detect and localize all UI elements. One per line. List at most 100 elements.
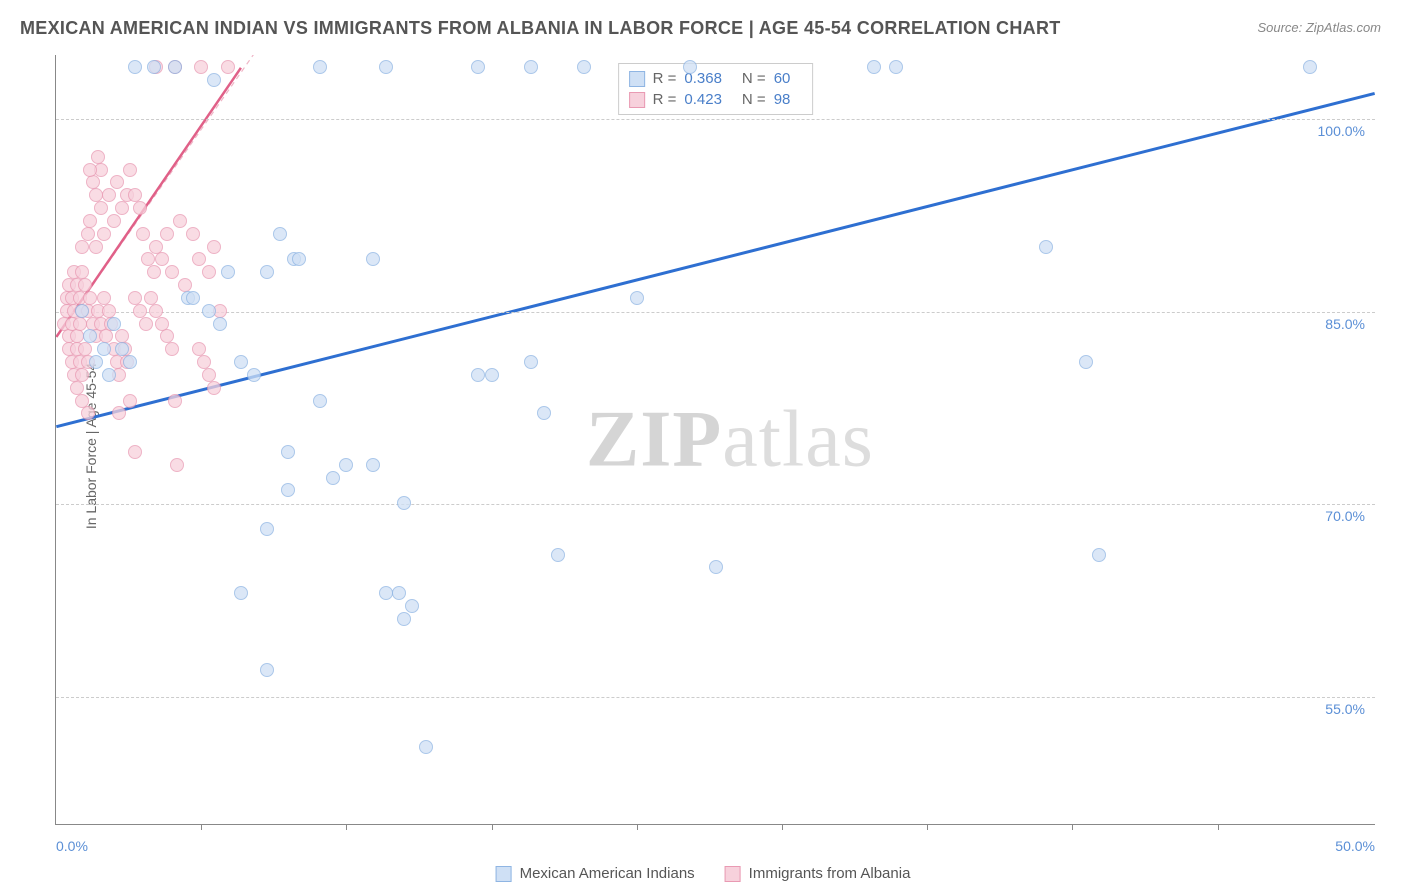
scatter-point [273, 227, 287, 241]
scatter-point [207, 73, 221, 87]
scatter-point [102, 368, 116, 382]
scatter-point [313, 60, 327, 74]
scatter-point [537, 406, 551, 420]
scatter-point [292, 252, 306, 266]
scatter-point [260, 522, 274, 536]
scatter-point [1079, 355, 1093, 369]
scatter-point [89, 355, 103, 369]
scatter-point [1092, 548, 1106, 562]
scatter-point [419, 740, 433, 754]
scatter-point [207, 381, 221, 395]
x-tick [1218, 824, 1219, 830]
scatter-point [102, 188, 116, 202]
scatter-point [75, 240, 89, 254]
scatter-point [221, 265, 235, 279]
scatter-point [97, 227, 111, 241]
x-tick [492, 824, 493, 830]
scatter-point [147, 60, 161, 74]
scatter-point [170, 458, 184, 472]
scatter-point [78, 342, 92, 356]
scatter-point [136, 227, 150, 241]
scatter-point [260, 265, 274, 279]
scatter-point [75, 265, 89, 279]
scatter-point [147, 265, 161, 279]
scatter-point [326, 471, 340, 485]
scatter-point [128, 60, 142, 74]
source-attribution: Source: ZipAtlas.com [1257, 20, 1381, 35]
scatter-point [123, 163, 137, 177]
scatter-point [281, 445, 295, 459]
scatter-point [123, 394, 137, 408]
watermark: ZIPatlas [586, 394, 874, 485]
scatter-point [1039, 240, 1053, 254]
scatter-point [168, 394, 182, 408]
scatter-point [186, 291, 200, 305]
scatter-point [123, 355, 137, 369]
scatter-point [112, 406, 126, 420]
gridline-h [56, 312, 1375, 313]
scatter-point [107, 214, 121, 228]
scatter-point [94, 201, 108, 215]
scatter-point [524, 355, 538, 369]
legend-row-series-1: R = 0.368 N = 60 [629, 68, 803, 89]
scatter-point [155, 252, 169, 266]
scatter-point [471, 368, 485, 382]
legend-r-label: R = [653, 91, 677, 108]
legend-item-1: Mexican American Indians [496, 865, 695, 882]
scatter-point [91, 150, 105, 164]
scatter-point [234, 355, 248, 369]
scatter-point [168, 60, 182, 74]
scatter-point [107, 317, 121, 331]
scatter-point [260, 663, 274, 677]
scatter-point [99, 329, 113, 343]
scatter-point [207, 240, 221, 254]
x-tick [201, 824, 202, 830]
x-tick-label: 50.0% [1335, 838, 1375, 854]
x-tick-label: 0.0% [56, 838, 88, 854]
scatter-point [110, 175, 124, 189]
scatter-point [213, 317, 227, 331]
scatter-point [115, 201, 129, 215]
scatter-plot-area: ZIPatlas R = 0.368 N = 60 R = 0.423 N = … [55, 55, 1375, 825]
scatter-point [551, 548, 565, 562]
y-tick-label: 85.0% [1325, 316, 1365, 332]
trend-lines-layer [56, 55, 1375, 824]
scatter-point [313, 394, 327, 408]
scatter-point [165, 265, 179, 279]
legend-r-value-2: 0.423 [684, 91, 722, 108]
scatter-point [397, 496, 411, 510]
chart-title: MEXICAN AMERICAN INDIAN VS IMMIGRANTS FR… [20, 18, 1061, 39]
scatter-point [485, 368, 499, 382]
scatter-point [178, 278, 192, 292]
scatter-point [186, 227, 200, 241]
watermark-bold: ZIP [586, 395, 722, 483]
scatter-point [165, 342, 179, 356]
gridline-h [56, 697, 1375, 698]
scatter-point [97, 342, 111, 356]
scatter-point [709, 560, 723, 574]
scatter-point [234, 586, 248, 600]
scatter-point [867, 60, 881, 74]
scatter-point [128, 445, 142, 459]
scatter-point [281, 483, 295, 497]
scatter-point [133, 201, 147, 215]
series-legend: Mexican American Indians Immigrants from… [496, 865, 911, 882]
x-tick [1072, 824, 1073, 830]
gridline-h [56, 119, 1375, 120]
scatter-point [683, 60, 697, 74]
legend-row-series-2: R = 0.423 N = 98 [629, 89, 803, 110]
scatter-point [339, 458, 353, 472]
x-tick [782, 824, 783, 830]
legend-label-2: Immigrants from Albania [749, 865, 911, 882]
scatter-point [86, 175, 100, 189]
scatter-point [89, 188, 103, 202]
x-tick [637, 824, 638, 830]
scatter-point [1303, 60, 1317, 74]
correlation-legend: R = 0.368 N = 60 R = 0.423 N = 98 [618, 63, 814, 115]
scatter-point [630, 291, 644, 305]
scatter-point [889, 60, 903, 74]
scatter-point [471, 60, 485, 74]
scatter-point [247, 368, 261, 382]
y-tick-label: 55.0% [1325, 701, 1365, 717]
scatter-point [83, 329, 97, 343]
